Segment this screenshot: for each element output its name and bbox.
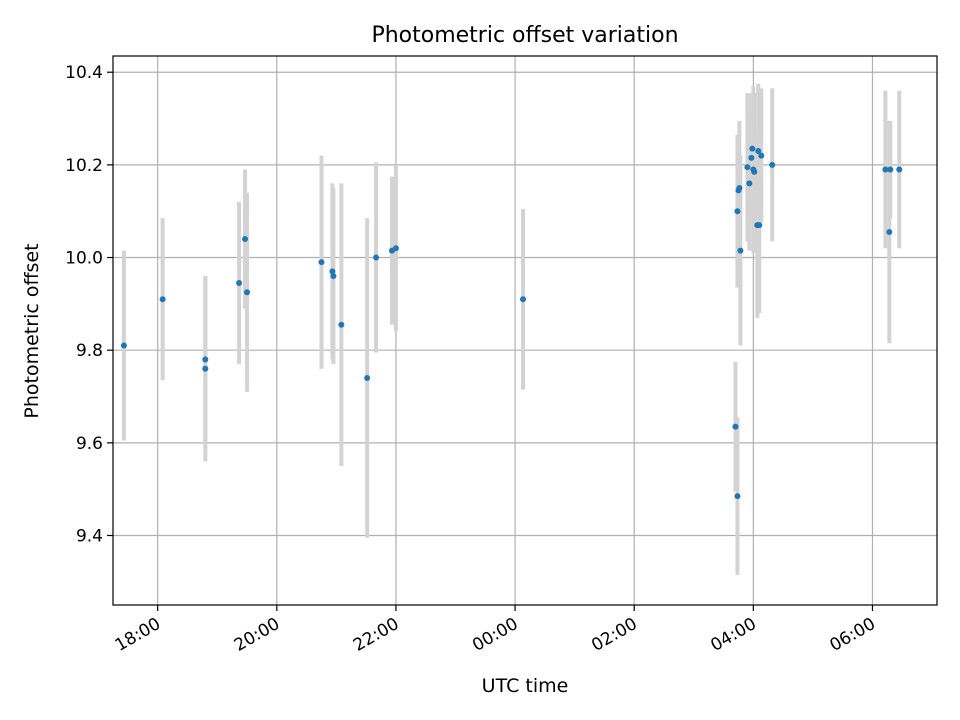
data-point — [329, 268, 336, 275]
data-point — [202, 365, 209, 372]
data-point — [364, 374, 371, 381]
data-point — [734, 493, 741, 500]
data-point — [749, 145, 756, 152]
data-point — [756, 222, 763, 229]
chart-title: Photometric offset variation — [371, 23, 678, 48]
data-point — [159, 296, 166, 303]
data-point — [746, 180, 753, 187]
y-axis-ticks: 9.4 9.6 9.8 10.0 10.2 10.4 — [65, 63, 113, 547]
data-point — [886, 229, 893, 236]
data-point — [755, 147, 762, 154]
y-tick-label: 9.8 — [76, 341, 103, 361]
data-point — [330, 273, 337, 280]
data-point — [758, 152, 765, 159]
y-axis-label: Photometric offset — [21, 243, 43, 418]
data-point — [520, 296, 527, 303]
x-axis-label: UTC time — [482, 675, 569, 697]
data-point — [751, 168, 758, 175]
data-point — [769, 161, 776, 168]
data-point — [732, 423, 739, 430]
data-point — [242, 236, 249, 242]
data-point — [120, 342, 127, 349]
data-point — [318, 259, 325, 266]
y-tick-label: 10.0 — [65, 249, 103, 269]
data-point — [338, 321, 345, 328]
data-point — [882, 166, 889, 173]
data-point — [896, 166, 903, 173]
data-point — [734, 208, 741, 215]
data-point — [392, 245, 399, 252]
data-point — [244, 289, 251, 296]
y-tick-label: 9.6 — [76, 434, 103, 454]
y-tick-label: 10.4 — [65, 63, 103, 83]
data-points — [120, 145, 903, 500]
data-point — [736, 185, 743, 192]
data-point — [887, 166, 894, 173]
data-point — [236, 280, 243, 287]
y-tick-label: 10.2 — [65, 156, 103, 176]
data-point — [373, 254, 380, 261]
data-point — [744, 164, 751, 171]
data-point — [737, 247, 744, 254]
data-point — [202, 356, 209, 363]
plot-frame — [112, 55, 938, 606]
data-point — [748, 154, 755, 161]
y-tick-label: 9.4 — [76, 527, 103, 547]
